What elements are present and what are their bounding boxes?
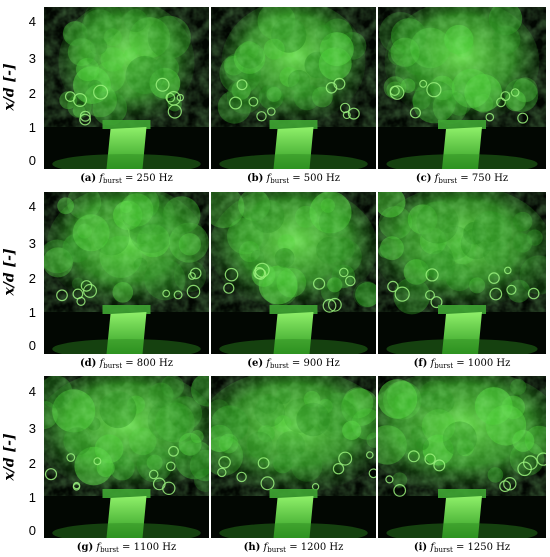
y-tick-label: 1 (28, 490, 36, 505)
y-axis-label: x/d [-] (2, 248, 18, 296)
y-tick-label: 1 (28, 305, 36, 320)
panel-caption: (h) fburst = 1200 Hz (243, 542, 344, 554)
panel-caption: (b) fburst = 500 Hz (246, 173, 341, 185)
y-tick-label: 2 (28, 456, 36, 471)
plume-photo (211, 376, 376, 538)
y-tick-label: 2 (28, 271, 36, 286)
panel-caption: (c) fburst = 750 Hz (415, 173, 509, 185)
plume-photo (211, 192, 376, 354)
panel-caption: (i) fburst = 1250 Hz (413, 542, 511, 554)
plume-photo (378, 192, 546, 354)
y-tick-label: 4 (28, 14, 36, 29)
y-axis-label: x/d [-] (2, 433, 18, 481)
panel-caption: (f) fburst = 1000 Hz (413, 358, 511, 370)
plume-photo (44, 376, 209, 538)
y-tick-label: 0 (28, 153, 36, 168)
y-tick-label: 3 (28, 236, 36, 251)
y-tick-label: 0 (28, 523, 36, 538)
plume-photo (211, 7, 376, 169)
y-tick-label: 3 (28, 51, 36, 66)
plume-photo (378, 376, 546, 538)
plume-photo (44, 192, 209, 354)
y-tick-label: 4 (28, 199, 36, 214)
panel-caption: (a) fburst = 250 Hz (80, 173, 173, 185)
y-tick-label: 4 (28, 384, 36, 399)
y-tick-label: 2 (28, 86, 36, 101)
y-tick-label: 3 (28, 421, 36, 436)
y-tick-column: 4 3 2 1 0 (22, 7, 38, 167)
panel-caption: (g) fburst = 1100 Hz (76, 542, 177, 554)
y-tick-label: 1 (28, 120, 36, 135)
y-tick-label: 0 (28, 338, 36, 353)
panel-caption: (d) fburst = 800 Hz (79, 358, 174, 370)
plume-photo (378, 7, 546, 169)
y-axis-label: x/d [-] (2, 63, 18, 111)
y-tick-column: 4 3 2 1 0 (22, 377, 38, 537)
panel-caption: (e) fburst = 900 Hz (247, 358, 340, 370)
plume-photo (44, 7, 209, 169)
y-tick-column: 4 3 2 1 0 (22, 192, 38, 352)
